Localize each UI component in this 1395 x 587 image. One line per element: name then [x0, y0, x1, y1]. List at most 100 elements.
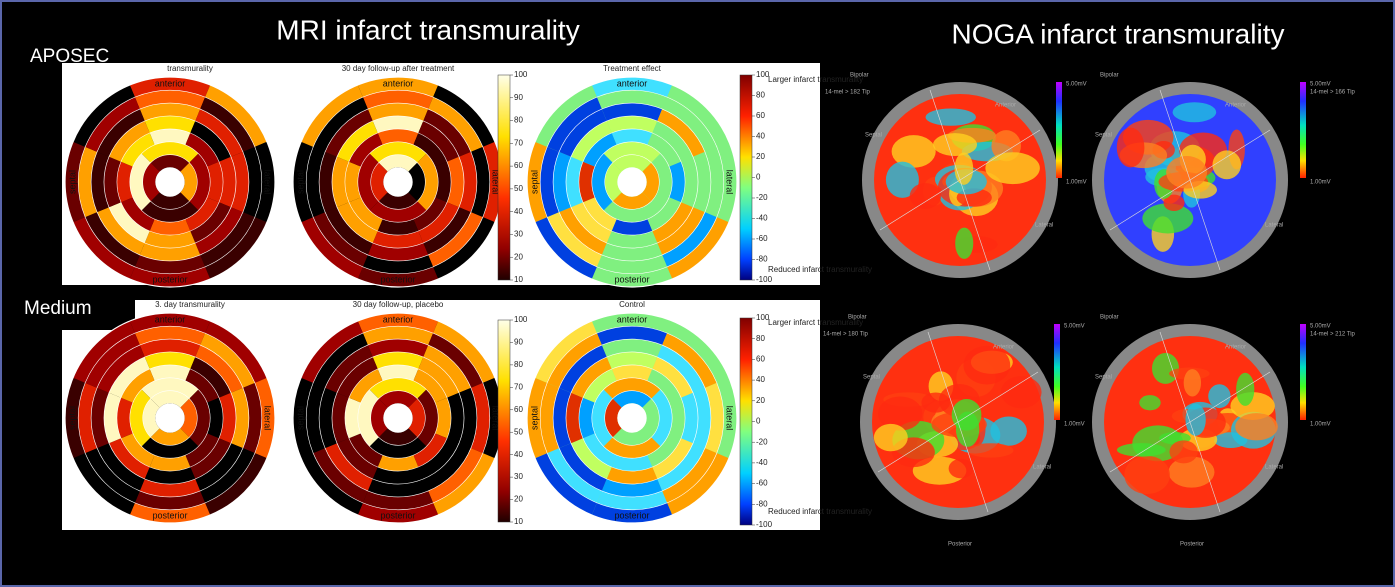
colorbar-tick-label: -80: [756, 255, 768, 264]
colorbar-tick-label: 20: [756, 152, 765, 161]
orientation-label: anterior: [155, 314, 186, 324]
noga-blob: [990, 417, 1027, 446]
noga-orient: Lateral: [1265, 223, 1283, 229]
colorbar-tick-label: 60: [514, 161, 523, 170]
noga-mode: Bipolar: [1100, 73, 1119, 79]
colorbar-tick-label: 20: [756, 396, 765, 405]
orientation-label: lateral: [263, 170, 273, 195]
noga-orient: Septal: [1095, 375, 1112, 381]
noga-blob: [1001, 376, 1042, 408]
center: [617, 403, 646, 432]
colorbar-tick-label: 100: [514, 70, 528, 79]
orientation-label: lateral: [725, 406, 735, 431]
noga-tip: 14-mel > 212 Tip: [1310, 332, 1356, 338]
panel-title: 30 day follow-up after treatment: [342, 64, 455, 73]
colorbar-tick-label: -60: [756, 234, 768, 243]
noga-colorbar: [1300, 324, 1306, 420]
orientation-label: anterior: [383, 314, 414, 324]
colorbar-tick-label: 90: [514, 93, 523, 102]
noga-blob: [1235, 413, 1278, 440]
noga-blob: [933, 133, 977, 156]
panel-title: transmurality: [167, 64, 213, 73]
orientation-label: lateral: [263, 406, 273, 431]
orientation-label: posterior: [152, 274, 187, 284]
colorbar-tick-label: 80: [514, 116, 523, 125]
colorbar-tick-label: 80: [514, 360, 523, 369]
noga-blob: [874, 424, 908, 451]
noga-blob: [956, 411, 979, 446]
colorbar: [498, 75, 510, 280]
noga-orient: Posterior: [948, 542, 972, 548]
noga-colorbar: [1054, 324, 1060, 420]
noga-orient: Anterior: [1225, 345, 1246, 351]
noga-orient: Septal: [865, 133, 882, 139]
colorbar-tick-label: 80: [756, 334, 765, 343]
orientation-label: anterior: [617, 78, 648, 88]
colorbar-tick-label: 60: [514, 405, 523, 414]
orientation-label: lateral: [725, 170, 735, 195]
noga-tip: 14-mel > 182 Tip: [825, 90, 871, 96]
orientation-label: posterior: [380, 510, 415, 520]
noga-orient: Lateral: [1035, 223, 1053, 229]
colorbar: [740, 75, 752, 280]
noga-blob: [1117, 128, 1145, 168]
colorbar-tick-label: 80: [756, 91, 765, 100]
center: [617, 167, 646, 196]
colorbar-tick-label: 40: [756, 375, 765, 384]
noga-scale-label: 1.00mV: [1066, 180, 1087, 186]
orientation-label: septal: [529, 170, 539, 194]
noga-blob: [1169, 440, 1197, 463]
noga-scale-label: 5.00mV: [1066, 82, 1087, 88]
colorbar-tick-label: 50: [514, 184, 523, 193]
noga-orient: Posterior: [1180, 542, 1204, 548]
colorbar-tick-label: 10: [514, 517, 523, 526]
orientation-label: posterior: [614, 274, 649, 284]
noga-scale-label: 5.00mV: [1064, 324, 1085, 330]
scale-label: Reduced infarct transmurality: [768, 265, 872, 274]
orientation-label: posterior: [152, 510, 187, 520]
noga-blob: [926, 108, 976, 125]
noga-scale-label: 1.00mV: [1310, 180, 1331, 186]
noga-orient: Lateral: [1033, 465, 1051, 471]
colorbar-tick-label: 20: [514, 252, 523, 261]
row-label: APOSEC: [30, 46, 109, 67]
noga-blob: [955, 228, 973, 259]
orientation-label: septal: [295, 406, 305, 430]
noga-blob: [1152, 353, 1179, 384]
center: [155, 167, 184, 196]
colorbar-tick-label: 60: [756, 355, 765, 364]
noga-orient: Septal: [863, 375, 880, 381]
colorbar-tick-label: 0: [756, 173, 761, 182]
orientation-label: anterior: [617, 314, 648, 324]
colorbar-tick-label: 100: [514, 315, 528, 324]
noga-orient: Anterior: [993, 345, 1014, 351]
noga-title: NOGA infarct transmurality: [952, 18, 1285, 49]
colorbar-tick-label: 30: [514, 472, 523, 481]
noga-blob: [985, 152, 1039, 184]
noga-orient: Anterior: [995, 103, 1016, 109]
colorbar-tick-label: 90: [514, 338, 523, 347]
orientation-label: septal: [529, 406, 539, 430]
noga-blob: [1139, 395, 1160, 410]
colorbar-tick-label: -40: [756, 458, 768, 467]
noga-blob: [955, 152, 974, 184]
noga-blob: [949, 459, 974, 479]
noga-colorbar: [1056, 82, 1062, 178]
slide: MRI infarct transmurality NOGA infarct t…: [0, 0, 1395, 587]
colorbar-tick-label: 50: [514, 427, 523, 436]
colorbar-tick-label: 40: [756, 132, 765, 141]
colorbar-tick-label: 40: [514, 207, 523, 216]
panel-title: 30 day follow-up, placebo: [353, 300, 444, 309]
orientation-label: anterior: [155, 78, 186, 88]
colorbar: [740, 318, 752, 525]
colorbar-tick-label: -20: [756, 437, 768, 446]
noga-orient: Anterior: [1225, 103, 1246, 109]
noga-blob: [963, 346, 1010, 385]
colorbar-tick-label: -40: [756, 214, 768, 223]
noga-blob: [967, 443, 1013, 457]
orientation-label: septal: [295, 170, 305, 194]
orientation-label: septal: [67, 406, 77, 430]
noga-mode: Bipolar: [848, 315, 867, 321]
center: [383, 403, 412, 432]
scale-label: Reduced infarct transmurality: [768, 507, 872, 516]
